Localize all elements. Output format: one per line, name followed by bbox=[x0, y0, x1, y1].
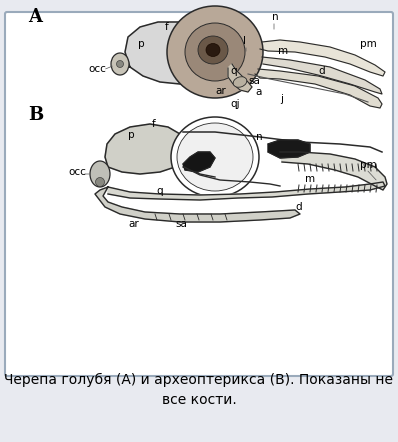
Text: Черепа голубя (А) и археоптерикса (В). Показаны не
все кости.: Черепа голубя (А) и археоптерикса (В). П… bbox=[4, 373, 394, 407]
Text: pm: pm bbox=[360, 160, 377, 170]
Polygon shape bbox=[183, 152, 215, 172]
Text: f: f bbox=[165, 22, 169, 32]
Text: a: a bbox=[255, 87, 261, 97]
Polygon shape bbox=[255, 69, 382, 108]
Polygon shape bbox=[260, 40, 385, 76]
Ellipse shape bbox=[185, 23, 245, 81]
Text: p: p bbox=[128, 130, 135, 140]
Text: d: d bbox=[318, 66, 325, 76]
Polygon shape bbox=[268, 140, 310, 158]
Ellipse shape bbox=[90, 161, 110, 187]
Text: f: f bbox=[152, 119, 156, 129]
Text: sa: sa bbox=[175, 219, 187, 229]
Text: l: l bbox=[243, 36, 246, 46]
FancyBboxPatch shape bbox=[5, 12, 393, 376]
Ellipse shape bbox=[167, 6, 263, 98]
Polygon shape bbox=[95, 187, 300, 222]
Text: occ: occ bbox=[68, 167, 86, 177]
Text: qj: qj bbox=[230, 99, 240, 109]
Polygon shape bbox=[105, 124, 185, 174]
Text: occ: occ bbox=[88, 64, 106, 74]
Ellipse shape bbox=[233, 77, 247, 87]
Text: p: p bbox=[138, 39, 144, 49]
Text: n: n bbox=[256, 132, 263, 142]
Text: B: B bbox=[28, 106, 43, 124]
Text: pm: pm bbox=[360, 39, 377, 49]
Text: ar: ar bbox=[215, 86, 226, 96]
Polygon shape bbox=[125, 22, 232, 84]
Text: q: q bbox=[230, 66, 237, 76]
Text: n: n bbox=[272, 12, 279, 22]
Ellipse shape bbox=[177, 123, 253, 191]
Polygon shape bbox=[108, 182, 385, 200]
Text: m: m bbox=[278, 46, 288, 56]
Text: sa: sa bbox=[248, 76, 260, 86]
Ellipse shape bbox=[111, 53, 129, 75]
Ellipse shape bbox=[198, 36, 228, 64]
Polygon shape bbox=[228, 64, 252, 92]
Ellipse shape bbox=[117, 61, 123, 68]
Polygon shape bbox=[262, 57, 382, 94]
Text: j: j bbox=[280, 94, 283, 104]
Text: d: d bbox=[295, 202, 302, 212]
Text: A: A bbox=[28, 8, 42, 26]
Polygon shape bbox=[280, 152, 387, 190]
Ellipse shape bbox=[206, 43, 220, 57]
Text: m: m bbox=[305, 174, 315, 184]
Ellipse shape bbox=[171, 117, 259, 197]
Ellipse shape bbox=[96, 178, 105, 187]
Text: q: q bbox=[156, 186, 163, 196]
Text: ar: ar bbox=[128, 219, 139, 229]
